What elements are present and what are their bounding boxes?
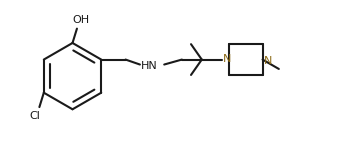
Text: Cl: Cl (29, 112, 40, 121)
Text: N: N (264, 56, 273, 66)
Text: OH: OH (73, 15, 90, 25)
Text: N: N (223, 54, 231, 64)
Text: HN: HN (141, 61, 158, 71)
